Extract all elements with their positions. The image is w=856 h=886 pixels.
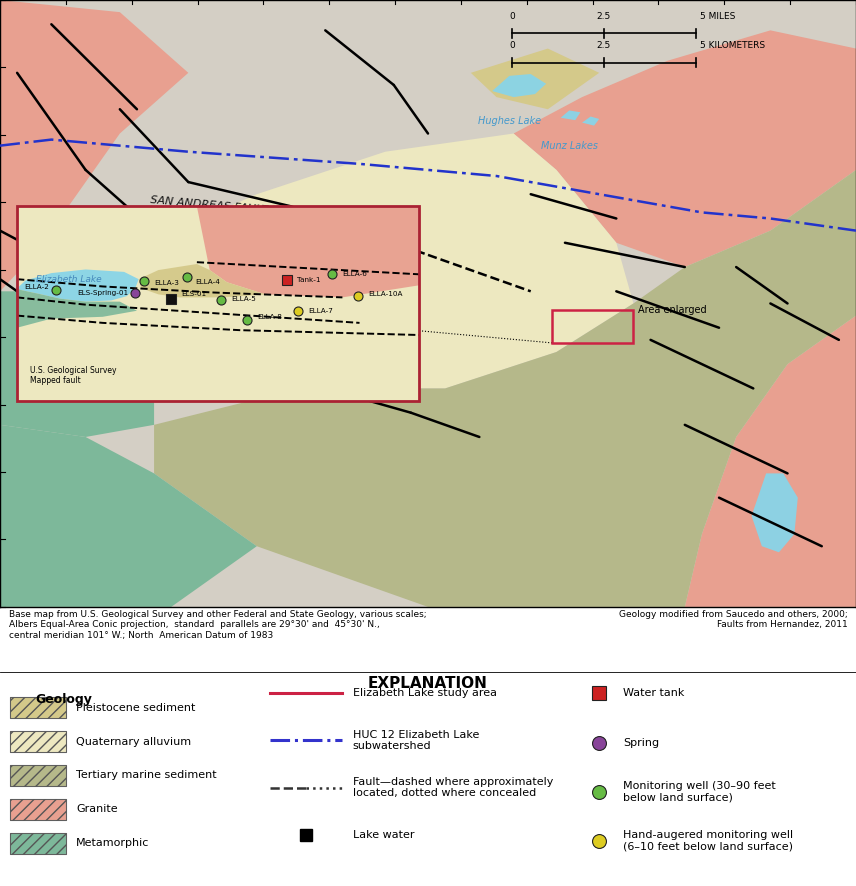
Bar xyxy=(10,731,66,752)
Text: Spring: Spring xyxy=(623,738,659,748)
Text: Munz Lakes: Munz Lakes xyxy=(541,141,597,151)
Text: ELLA-3: ELLA-3 xyxy=(154,280,179,286)
Bar xyxy=(10,833,66,854)
Text: Granite: Granite xyxy=(76,804,118,814)
Polygon shape xyxy=(197,206,419,298)
Bar xyxy=(10,765,66,786)
Text: ELS-01: ELS-01 xyxy=(181,291,206,298)
Bar xyxy=(552,309,633,343)
Polygon shape xyxy=(752,473,798,552)
Polygon shape xyxy=(51,134,633,388)
Polygon shape xyxy=(17,269,139,301)
Text: EXPLANATION: EXPLANATION xyxy=(368,676,488,691)
Text: Elizabeth Lake: Elizabeth Lake xyxy=(36,275,101,284)
Text: 2.5: 2.5 xyxy=(597,42,611,51)
Bar xyxy=(10,697,66,718)
Text: Elizabeth Lake study area: Elizabeth Lake study area xyxy=(353,688,496,698)
Text: Hughes Lake: Hughes Lake xyxy=(478,116,541,127)
Text: U.S. Geological Survey
Mapped fault: U.S. Geological Survey Mapped fault xyxy=(30,366,116,385)
Text: SAN ANDREAS FAULT ZONE: SAN ANDREAS FAULT ZONE xyxy=(150,195,304,218)
Bar xyxy=(17,206,419,400)
Polygon shape xyxy=(582,117,599,126)
Text: ELS-Spring-01: ELS-Spring-01 xyxy=(77,290,128,296)
Polygon shape xyxy=(514,30,856,267)
Text: ELLA-4: ELLA-4 xyxy=(195,279,220,285)
Bar xyxy=(10,697,66,718)
Polygon shape xyxy=(17,288,137,328)
Text: Area enlarged: Area enlarged xyxy=(638,305,706,315)
Text: Hand-augered monitoring well
(6–10 feet below land surface): Hand-augered monitoring well (6–10 feet … xyxy=(623,830,794,852)
Text: Geology modified from Saucedo and others, 2000;
Faults from Hernandez, 2011: Geology modified from Saucedo and others… xyxy=(619,610,847,629)
Bar xyxy=(10,799,66,820)
Text: Monitoring well (30–90 feet
below land surface): Monitoring well (30–90 feet below land s… xyxy=(623,781,776,803)
Text: Quaternary alluvium: Quaternary alluvium xyxy=(76,736,191,747)
Text: Water tank: Water tank xyxy=(623,688,685,698)
Text: Base map from U.S. Geological Survey and other Federal and State Geology, variou: Base map from U.S. Geological Survey and… xyxy=(9,610,426,640)
Text: 5 KILOMETERS: 5 KILOMETERS xyxy=(700,42,765,51)
Text: Lake water: Lake water xyxy=(353,829,414,840)
Text: ELLA-10A: ELLA-10A xyxy=(368,291,402,298)
Polygon shape xyxy=(154,170,856,607)
Bar xyxy=(10,765,66,786)
Text: ELLA-5: ELLA-5 xyxy=(231,296,256,301)
Polygon shape xyxy=(0,425,257,607)
Text: Geology: Geology xyxy=(36,694,92,706)
Bar xyxy=(17,206,419,400)
Polygon shape xyxy=(0,0,188,291)
Text: HUC 12 Elizabeth Lake
subwatershed: HUC 12 Elizabeth Lake subwatershed xyxy=(353,730,479,751)
Text: Elizabeth Lake Canyon: Elizabeth Lake Canyon xyxy=(86,219,197,252)
Polygon shape xyxy=(561,111,580,120)
Bar xyxy=(10,833,66,854)
Text: 0: 0 xyxy=(509,42,514,51)
Polygon shape xyxy=(139,264,265,298)
Text: 2.5: 2.5 xyxy=(597,12,611,21)
Polygon shape xyxy=(0,291,154,437)
Text: 5 MILES: 5 MILES xyxy=(700,12,735,21)
Polygon shape xyxy=(492,74,546,97)
Text: Metamorphic: Metamorphic xyxy=(76,838,150,848)
Text: ELLA-2: ELLA-2 xyxy=(24,284,49,290)
Text: 0: 0 xyxy=(509,12,514,21)
Text: ELLA-6: ELLA-6 xyxy=(342,271,367,277)
Text: Tank-1: Tank-1 xyxy=(297,277,320,284)
Text: Pleistocene sediment: Pleistocene sediment xyxy=(76,703,195,712)
Bar xyxy=(10,731,66,752)
Polygon shape xyxy=(471,49,599,109)
Text: Fault—dashed where approximately
located, dotted where concealed: Fault—dashed where approximately located… xyxy=(353,777,553,798)
Polygon shape xyxy=(685,315,856,607)
Text: ELLA-8: ELLA-8 xyxy=(257,314,282,320)
Bar xyxy=(10,799,66,820)
Text: Tertiary marine sediment: Tertiary marine sediment xyxy=(76,771,217,781)
Text: ELLA-7: ELLA-7 xyxy=(308,308,333,315)
